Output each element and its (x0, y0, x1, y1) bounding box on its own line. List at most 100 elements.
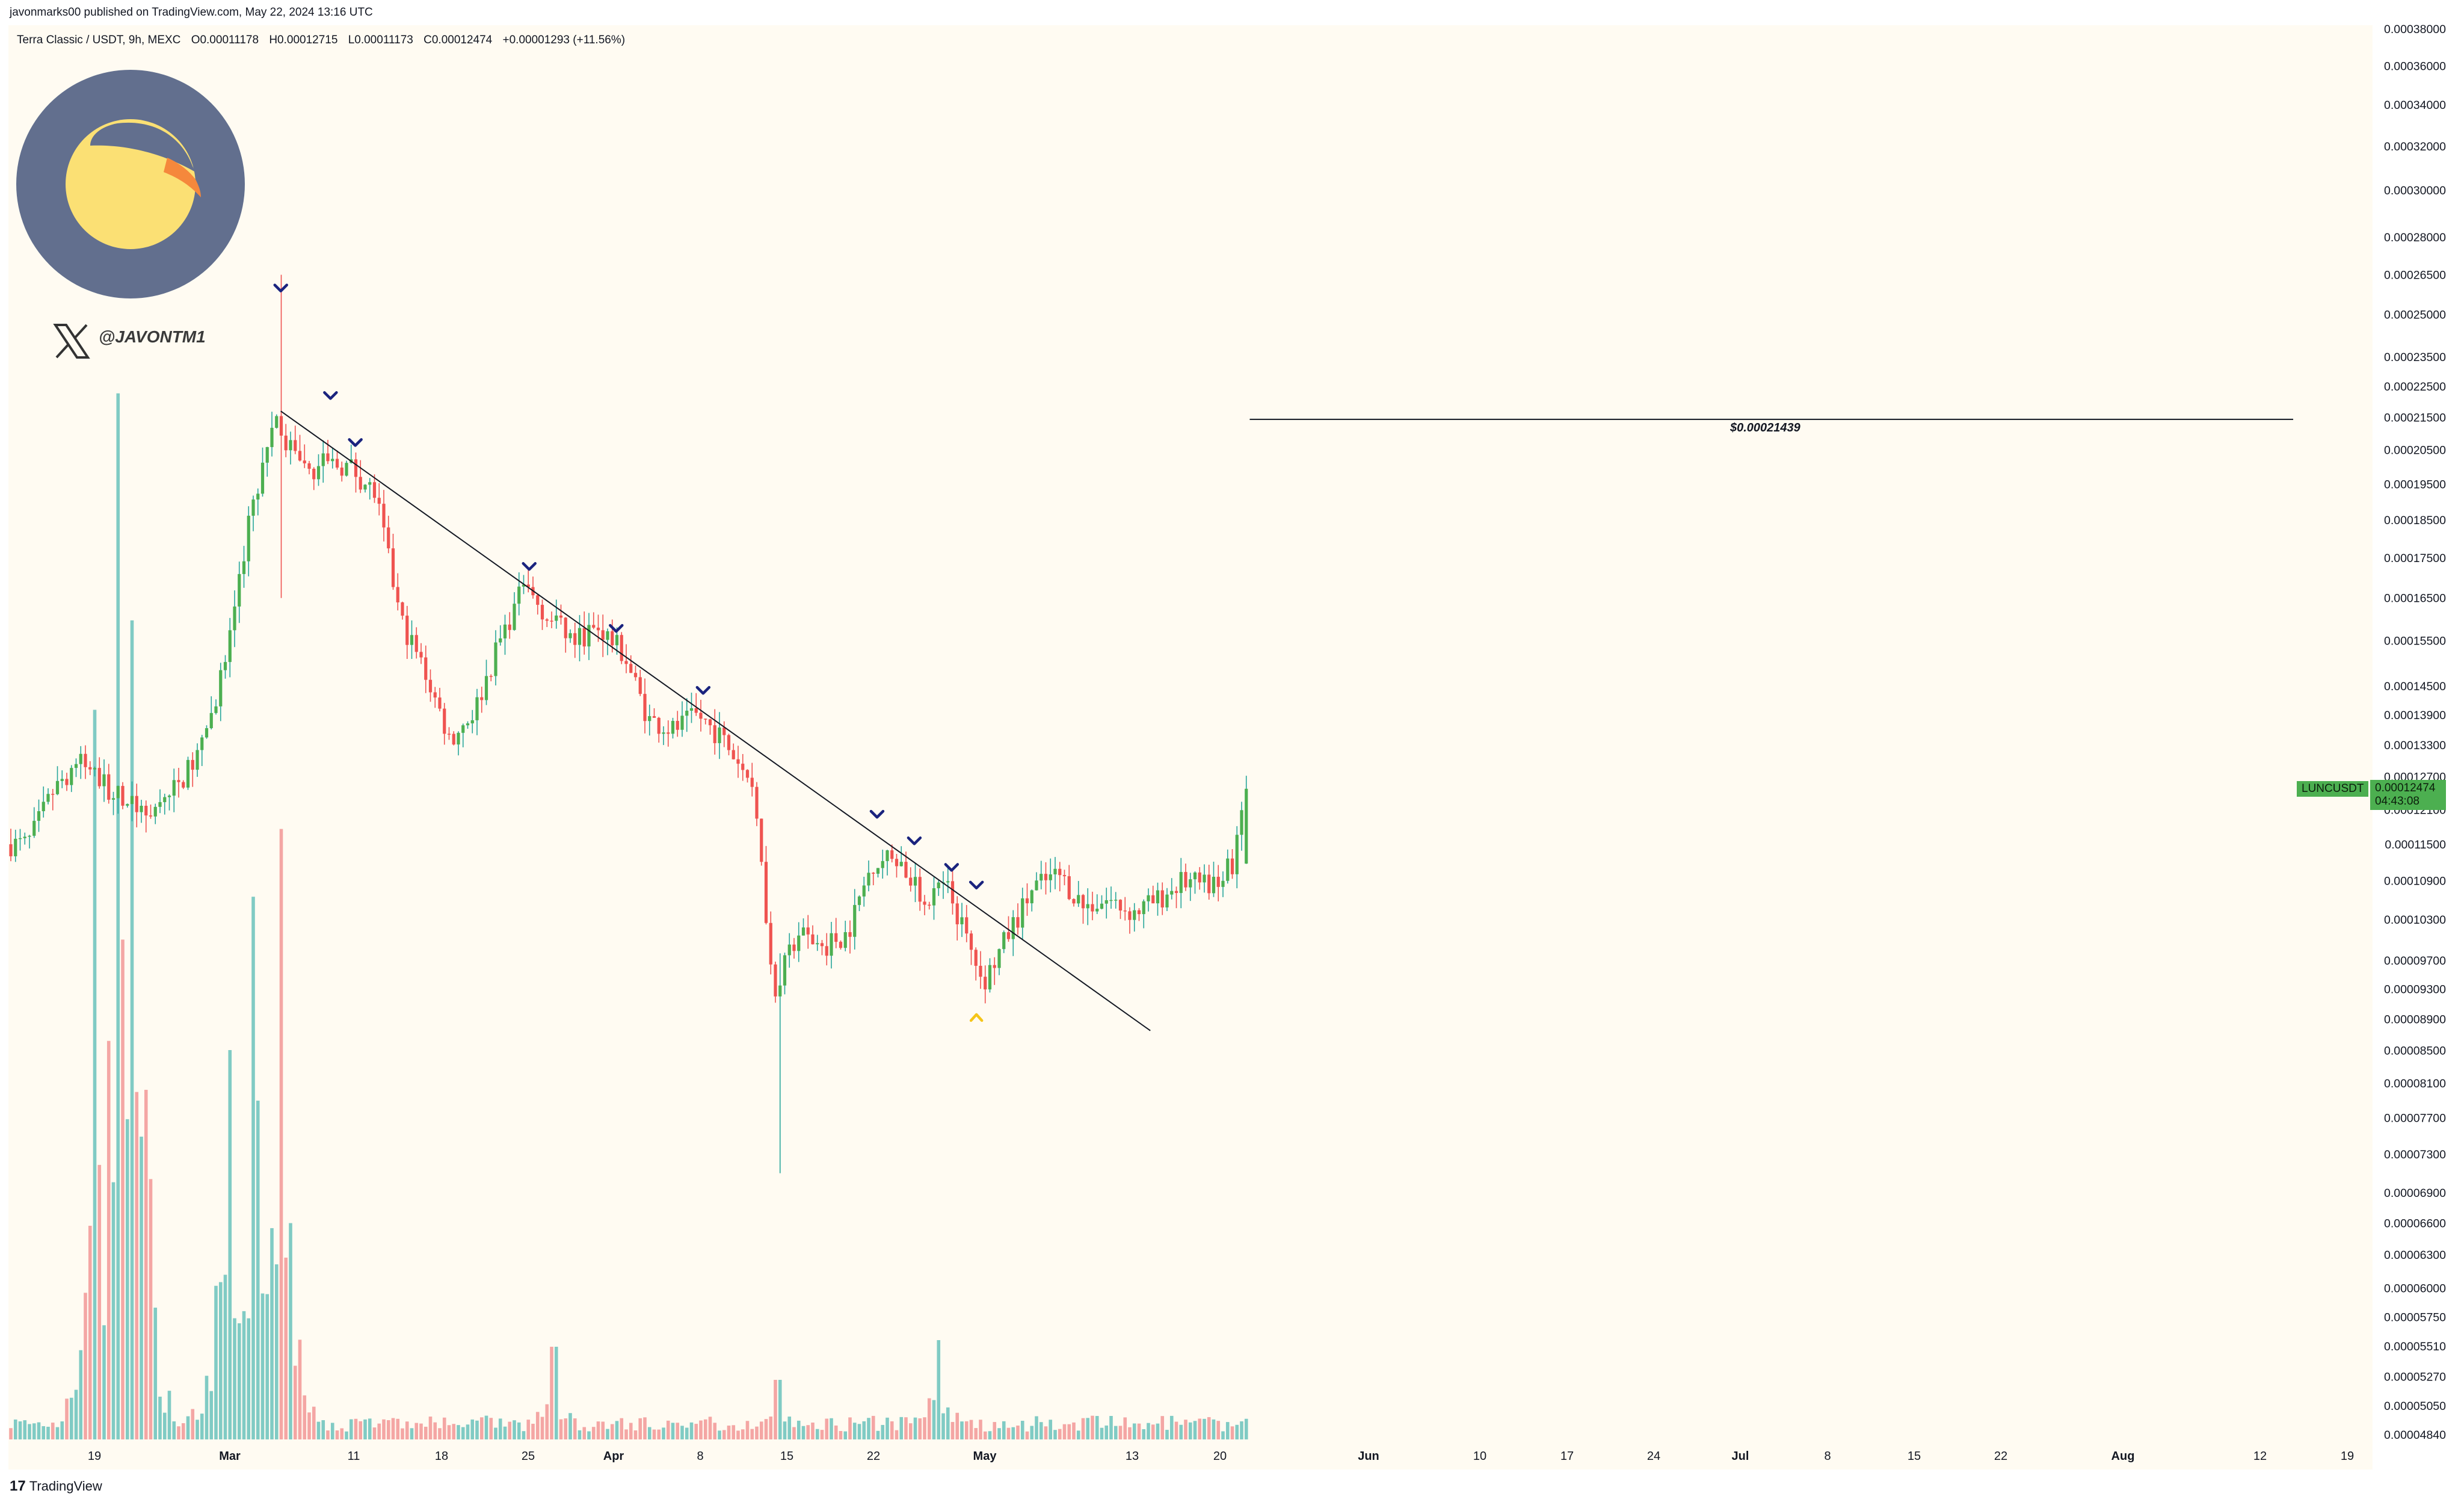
volume-bar (1095, 1416, 1099, 1439)
volume-bar (895, 1430, 899, 1439)
candle-body (708, 719, 712, 726)
volume-bar (713, 1423, 717, 1439)
time-tick-label: 18 (435, 1450, 448, 1463)
arrow-down-icon (869, 809, 885, 819)
candle-body (1072, 899, 1076, 904)
volume-bar (1184, 1420, 1187, 1439)
candle-body (685, 711, 689, 716)
time-tick-label: 25 (522, 1450, 535, 1463)
volume-bar (503, 1426, 507, 1439)
volume-bar (69, 1397, 73, 1439)
volume-bar (1058, 1429, 1062, 1439)
chart-area[interactable] (8, 25, 2373, 1470)
volume-bar (722, 1430, 726, 1439)
volume-bar (904, 1417, 908, 1439)
volume-bar (830, 1418, 833, 1439)
volume-bar (23, 1420, 27, 1439)
price-tick-label: 0.00036000 (2384, 60, 2446, 73)
volume-bar (1067, 1424, 1071, 1439)
volume-bar (1156, 1423, 1160, 1439)
candle-body (638, 677, 642, 694)
volume-bar (60, 1421, 64, 1439)
volume-bar (531, 1423, 535, 1439)
price-axis: 0.00038000 0.00036000 0.00034000 0.00032000… (2384, 23, 2446, 1442)
candle-body (801, 927, 805, 936)
price-tick-label: 0.00008100 (2384, 1077, 2446, 1090)
candle-body (526, 584, 530, 587)
price-tick-label: 0.00010300 (2384, 913, 2446, 927)
candle-body (377, 498, 381, 504)
volume-bar (1100, 1427, 1104, 1439)
price-tick-label: 0.00008900 (2384, 1013, 2446, 1026)
candle-body (960, 917, 964, 924)
candle-body (335, 459, 339, 468)
candle-body (135, 796, 138, 812)
candle-body (256, 493, 260, 500)
volume-bar (685, 1427, 689, 1439)
candle-body (247, 516, 250, 561)
candle-body (294, 440, 297, 451)
candle-body (1091, 904, 1094, 912)
price-tick-label: 0.00026500 (2384, 269, 2446, 282)
candle-body (890, 850, 894, 859)
trendline[interactable] (280, 410, 1151, 1031)
candle-body (480, 697, 484, 700)
candle-body (848, 932, 852, 937)
candle-body (186, 759, 190, 788)
volume-bar (345, 1431, 348, 1439)
candle-body (88, 767, 92, 770)
volume-bar (950, 1422, 955, 1439)
candle-body (484, 676, 488, 700)
candle-body (704, 719, 707, 720)
candle-body (182, 782, 185, 788)
candle-body (1002, 932, 1006, 950)
candle-body (555, 615, 558, 621)
volume-bar (270, 1228, 274, 1439)
publisher-credit: javonmarks00 published on TradingView.co… (10, 6, 373, 19)
candle-body (209, 712, 213, 729)
candle-body (260, 462, 265, 494)
candle-body (755, 787, 759, 819)
volume-bar (601, 1421, 605, 1439)
candle-body (601, 630, 605, 640)
volume-bar (391, 1418, 395, 1439)
volume-bar (750, 1429, 754, 1439)
price-tick-label: 0.00006300 (2384, 1249, 2446, 1262)
volume-bar (559, 1419, 563, 1439)
candle-body (1207, 874, 1211, 894)
time-tick-label: Jul (1732, 1450, 1749, 1463)
volume-bar (32, 1423, 36, 1439)
candle-body (419, 652, 423, 658)
price-tick-label: 0.00017500 (2384, 552, 2446, 565)
candle-body (1044, 874, 1048, 880)
candle-body (1189, 879, 1192, 888)
volume-bar (825, 1418, 829, 1439)
candle-body (368, 482, 372, 485)
volume-bar (42, 1426, 46, 1439)
candle-body (107, 774, 111, 800)
tradingview-logo[interactable]: 17 TradingView (10, 1478, 102, 1495)
candle-body (741, 764, 745, 770)
candle-body (1198, 872, 1201, 883)
volume-bar (1113, 1426, 1118, 1439)
volume-bar (1193, 1421, 1197, 1439)
volume-bar (405, 1421, 409, 1439)
volume-bar (964, 1421, 969, 1439)
arrow-down-icon (273, 283, 288, 292)
price-tick-label: 0.00009300 (2384, 983, 2446, 997)
candle-body (470, 720, 474, 724)
logo-crescent (90, 122, 196, 172)
volume-bar (820, 1430, 824, 1439)
volume-bar (629, 1423, 633, 1439)
time-tick-label: 13 (1126, 1450, 1139, 1463)
time-tick-label: 22 (1994, 1450, 2007, 1463)
volume-bar (718, 1430, 721, 1439)
candle-body (662, 732, 665, 734)
pivot-arrows (273, 283, 984, 1022)
volume-bar (9, 1428, 13, 1439)
volume-bar (466, 1424, 470, 1439)
social-handle: @JAVONTM1 (99, 327, 206, 346)
candle-body (111, 798, 116, 800)
volume-bar (251, 897, 255, 1439)
